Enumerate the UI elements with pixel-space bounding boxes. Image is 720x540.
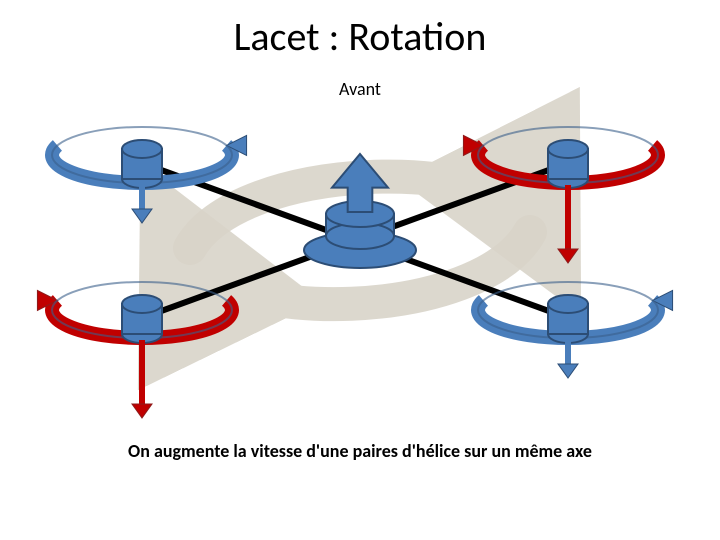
diagram-stage: Lacet : Rotation Avant On augmente la vi… [0, 0, 720, 540]
rotor-back_left [37, 282, 232, 418]
quadcopter-diagram [0, 0, 720, 540]
rotor-back_right [478, 282, 673, 378]
